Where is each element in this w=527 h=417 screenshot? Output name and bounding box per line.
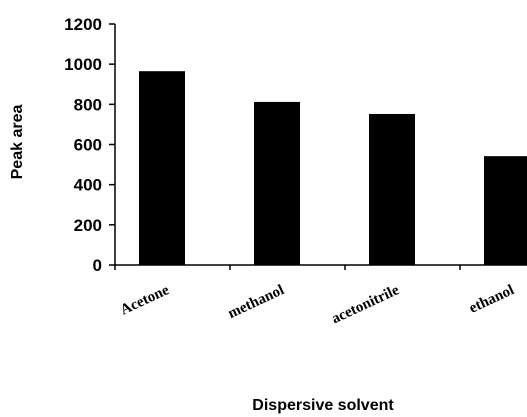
y-axis-title: Peak area <box>9 105 26 180</box>
y-tick-label: 600 <box>74 136 102 155</box>
y-tick-label: 0 <box>93 256 102 275</box>
x-category-label: acetonitrile <box>329 282 402 327</box>
x-category-label: ethanol <box>467 282 517 317</box>
y-tick-label: 800 <box>74 95 102 114</box>
y-tick-label: 200 <box>74 216 102 235</box>
bar-group <box>139 71 527 266</box>
bar-acetonitrile <box>369 113 415 266</box>
bar-acetone <box>139 71 185 265</box>
bar-methanol <box>254 101 300 265</box>
y-tick-group: 0 200 400 600 800 1000 1200 <box>64 15 115 275</box>
y-tick-label: 400 <box>74 176 102 195</box>
bar-ethanol <box>484 156 527 265</box>
x-category-label: Acetone <box>118 282 172 318</box>
x-tick-group: Acetone methanol acetonitrile ethanol <box>114 265 517 327</box>
y-tick-label: 1200 <box>64 15 102 34</box>
y-tick-label: 1000 <box>64 55 102 74</box>
x-category-label: methanol <box>226 282 287 322</box>
x-axis-title: Dispersive solvent <box>252 397 394 414</box>
